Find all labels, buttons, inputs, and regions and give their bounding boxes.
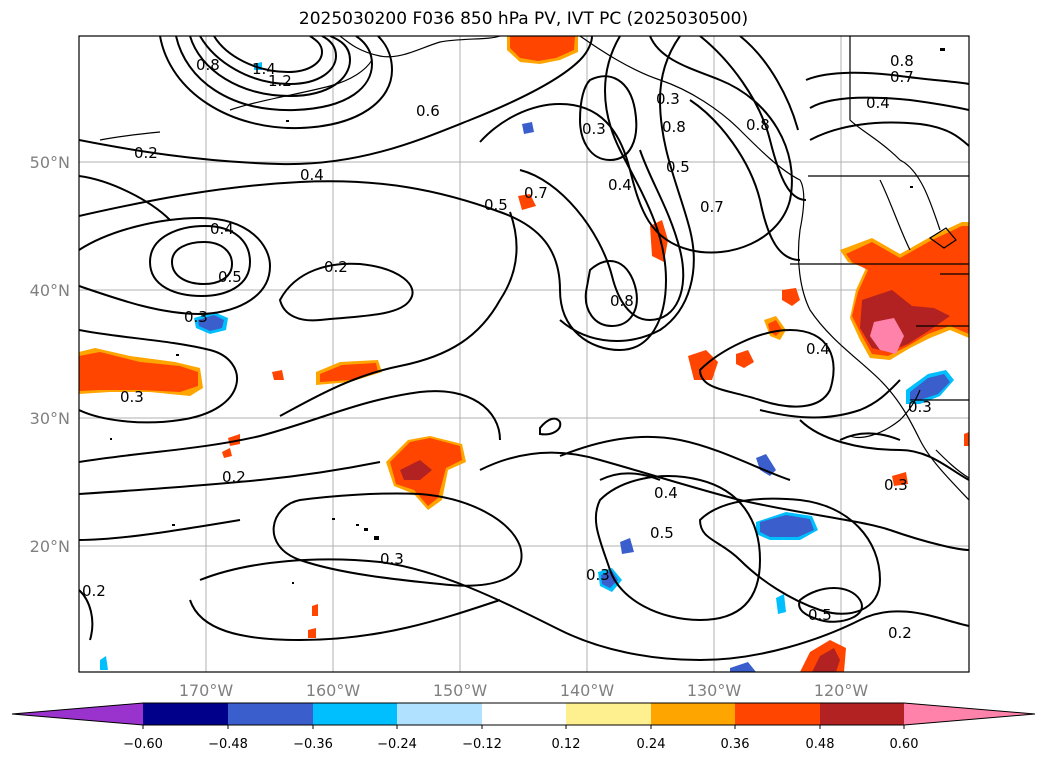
contour-label: 0.2 — [888, 624, 912, 642]
contour-label: 0.4 — [608, 176, 632, 194]
colorbar-segment — [228, 703, 313, 725]
contour-label: 0.2 — [134, 144, 158, 162]
colorbar-segment — [735, 703, 820, 725]
colorbar-segment — [313, 703, 397, 725]
contour-label: 0.3 — [380, 550, 404, 568]
coastlines — [99, 36, 969, 501]
colorbar-tick-label: 0.36 — [721, 737, 750, 752]
contour-label: 0.2 — [324, 258, 348, 276]
contour-label: 0.2 — [222, 468, 246, 486]
colorbar-tick-label: 0.12 — [552, 737, 581, 752]
colorbar-tick-label: −0.12 — [462, 737, 502, 752]
colorbar-extend-low — [12, 703, 143, 725]
contour-label: 0.4 — [654, 484, 678, 502]
gridlines — [79, 36, 969, 672]
contour-label: 0.8 — [662, 118, 686, 136]
lon-label: 130°W — [687, 681, 742, 700]
lon-label: 170°W — [179, 681, 234, 700]
contour-label: 0.3 — [184, 308, 208, 326]
longitude-labels: 170°W 160°W 150°W 140°W 130°W 120°W — [179, 681, 869, 700]
lat-label: 30°N — [30, 409, 70, 428]
contour-label: 0.8 — [890, 52, 914, 70]
contour-label: 0.3 — [908, 398, 932, 416]
colorbar-tick-label: 0.24 — [637, 737, 666, 752]
pv-contours — [79, 36, 969, 662]
contour-label: 0.8 — [746, 116, 770, 134]
lon-label: 120°W — [814, 681, 869, 700]
contour-label: 0.5 — [484, 196, 508, 214]
contour-label: 0.4 — [866, 94, 890, 112]
contour-label: 0.5 — [650, 524, 674, 542]
contour-label: 0.5 — [666, 158, 690, 176]
colorbar-tick-label: 0.48 — [806, 737, 835, 752]
map-area — [79, 36, 969, 672]
contour-label: 0.4 — [806, 340, 830, 358]
contour-label: 0.8 — [196, 56, 220, 74]
contour-label: 0.6 — [416, 102, 440, 120]
contour-label: 0.3 — [582, 120, 606, 138]
lat-label: 50°N — [30, 153, 70, 172]
colorbar-tick-label: −0.48 — [208, 737, 248, 752]
contour-label: 0.5 — [218, 268, 242, 286]
colorbar-segment — [651, 703, 735, 725]
contour-label: 1.2 — [268, 72, 292, 90]
islands — [110, 48, 945, 584]
colorbar-extend-high — [904, 703, 1035, 725]
contour-label: 0.4 — [210, 220, 234, 238]
map-title: 2025030200 F036 850 hPa PV, IVT PC (2025… — [298, 9, 749, 29]
colorbar-segment — [143, 703, 228, 725]
contour-label: 0.8 — [610, 292, 634, 310]
colorbar-tick-label: 0.60 — [890, 737, 919, 752]
colorbar-segment — [397, 703, 482, 725]
contour-label: 0.7 — [890, 68, 914, 86]
contour-label: 0.3 — [586, 566, 610, 584]
contour-label: 0.4 — [300, 166, 324, 184]
contour-label: 0.3 — [656, 90, 680, 108]
contour-label: 0.3 — [884, 476, 908, 494]
contour-label: 0.5 — [808, 606, 832, 624]
latitude-labels: 50°N 40°N 30°N 20°N — [30, 153, 70, 556]
colorbar-segment — [820, 703, 904, 725]
contour-label: 0.2 — [82, 582, 106, 600]
contour-label: 0.7 — [524, 184, 548, 202]
colorbar-tick-label: −0.24 — [377, 737, 417, 752]
colorbar-segment — [566, 703, 651, 725]
contour-labels: 0.8 1.4 1.2 0.6 0.2 0.4 0.5 0.7 0.3 0.8 … — [82, 52, 932, 642]
lat-label: 40°N — [30, 281, 70, 300]
lon-label: 140°W — [560, 681, 615, 700]
colorbar-tick-label: −0.36 — [293, 737, 333, 752]
lat-label: 20°N — [30, 537, 70, 556]
colorbar: −0.60 −0.48 −0.36 −0.24 −0.12 0.12 0.24 … — [11, 702, 1036, 752]
lon-label: 160°W — [306, 681, 361, 700]
contour-label: 0.7 — [700, 198, 724, 216]
contour-label: 1.4 — [252, 60, 276, 78]
colorbar-tick-label: −0.60 — [123, 737, 163, 752]
contour-label: 0.3 — [120, 388, 144, 406]
colorbar-segment — [482, 703, 566, 725]
lon-label: 150°W — [433, 681, 488, 700]
map-frame — [78, 35, 970, 673]
